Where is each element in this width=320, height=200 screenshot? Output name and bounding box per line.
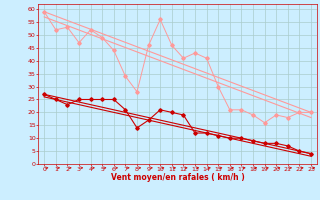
X-axis label: Vent moyen/en rafales ( km/h ): Vent moyen/en rafales ( km/h )	[111, 173, 244, 182]
